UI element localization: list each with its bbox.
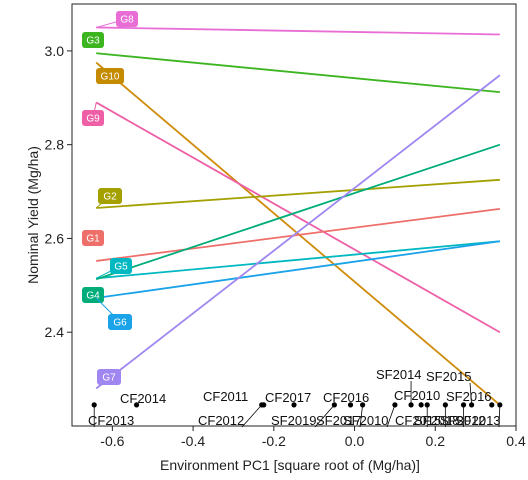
env-label-sf2013: SF2013 <box>455 413 501 428</box>
genotype-label-g10: G10 <box>101 72 120 83</box>
env-point-cf2011 <box>261 402 267 408</box>
env-point-cf2014 <box>133 402 140 408</box>
series-line-g9 <box>95 101 501 334</box>
env-label-sf2017: SF2017 <box>316 413 362 428</box>
x-axis-ticks: -0.6 -0.4 -0.2 0.0 0.2 0.4 <box>100 426 526 449</box>
env-label-cf2012: CF2012 <box>198 413 244 428</box>
env-label-sf2018: SF2018 <box>414 413 460 428</box>
genotype-lines <box>95 26 501 406</box>
env-label-cf2015: CF2015 <box>395 413 441 428</box>
env-label-sf2014: SF2014 <box>376 367 422 382</box>
env-point-sf2016 <box>489 402 495 408</box>
x-axis-label: Environment PC1 [square root of (Mg/ha)] <box>160 457 420 473</box>
genotype-label-box-g7 <box>97 369 121 385</box>
series-line-g7 <box>95 74 501 390</box>
env-label-cf2017: CF2017 <box>265 390 311 405</box>
genotype-label-box-g9 <box>82 110 104 126</box>
y-tick-label: 3.0 <box>45 43 65 59</box>
x-tick-label: -0.6 <box>100 433 124 449</box>
genotype-label-box-g10 <box>96 68 124 84</box>
env-leader-line <box>469 382 472 405</box>
series-line-g2 <box>96 178 500 209</box>
y-tick-label: 2.8 <box>45 137 65 153</box>
genotype-label-box-g1 <box>82 230 104 246</box>
series-line-g5 <box>96 240 500 280</box>
x-tick-label: -0.4 <box>181 433 205 449</box>
env-label-cf2014: CF2014 <box>120 391 166 406</box>
genotype-label-g7: G7 <box>102 373 116 384</box>
genotype-label-g3: G3 <box>86 36 100 47</box>
y-tick-label: 2.4 <box>45 324 65 340</box>
env-leader-line <box>314 404 335 428</box>
env-label-sf2016: SF2016 <box>446 389 492 404</box>
series-line-g8 <box>96 26 500 36</box>
x-tick-label: 0.0 <box>345 433 365 449</box>
genotype-label-box-g3 <box>82 32 104 48</box>
x-tick-label: 0.4 <box>506 433 526 449</box>
environment-labels: CF2013 CF2014 CF2012 CF2011 CF2017 SF2019 CF20… <box>88 367 501 428</box>
env-leader-line <box>241 404 263 428</box>
env-label-cf2010: CF2010 <box>394 388 440 403</box>
series-line-g1 <box>96 208 500 262</box>
genotype-label-g1: G1 <box>86 234 100 245</box>
genotype-label-g8: G8 <box>120 15 134 26</box>
x-tick-label: 0.2 <box>426 433 446 449</box>
genotype-label-g5: G5 <box>114 262 128 273</box>
env-leader-line <box>386 404 396 428</box>
genotype-label-box-g2 <box>98 188 122 204</box>
env-point-cf2017 <box>291 402 297 408</box>
genotype-label-g6: G6 <box>113 318 127 329</box>
y-axis-label: Nominal Yield (Mg/ha) <box>25 146 41 284</box>
env-label-cf2013: CF2013 <box>88 413 134 428</box>
genotype-label-box-g6 <box>108 314 132 330</box>
series-line-g3 <box>96 52 500 94</box>
genotype-label-g2: G2 <box>103 192 117 203</box>
env-label-sf2019: SF2019 <box>271 413 317 428</box>
genotype-label-g4: G4 <box>86 291 100 302</box>
env-label-cf2011: CF2011 <box>203 389 248 404</box>
y-axis-ticks: 2.4 2.6 2.8 3.0 <box>45 43 72 340</box>
genotype-labels: G8 G3 G10 G9 G2 G1 G5 G4 G6 G7 <box>82 11 138 389</box>
env-point-cf2016 <box>347 402 354 408</box>
genotype-label-box-g4 <box>82 287 104 303</box>
genotype-label-box-g8 <box>116 11 138 27</box>
env-leader-line <box>359 404 364 428</box>
env-label-sf2012: SF2012 <box>440 413 486 428</box>
y-tick-label: 2.6 <box>45 230 65 246</box>
env-leader-line <box>498 404 501 428</box>
env-label-sf2010: SF2010 <box>343 413 389 428</box>
series-line-g4 <box>95 143 501 281</box>
series-line-g6 <box>96 240 500 299</box>
env-label-cf2016: CF2016 <box>323 390 369 405</box>
plot-area-frame <box>71 3 517 427</box>
genotype-label-box-g5 <box>110 258 132 274</box>
series-line-g10 <box>95 61 501 406</box>
x-tick-label: -0.2 <box>262 433 286 449</box>
env-label-sf2015: SF2015 <box>426 369 472 384</box>
genotype-label-g9: G9 <box>86 114 100 125</box>
